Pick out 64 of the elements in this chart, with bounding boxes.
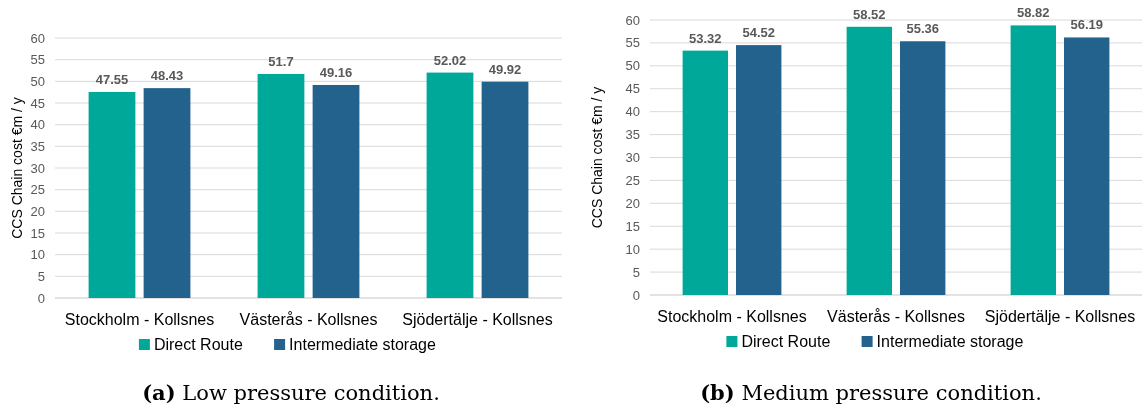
bar — [426, 72, 474, 298]
y-tick-label: 45 — [30, 95, 45, 111]
data-label: 58.82 — [1017, 5, 1050, 21]
y-tick-label: 35 — [625, 127, 640, 143]
y-tick-label: 30 — [625, 150, 640, 166]
x-tick-label: Västerås - Kollsnes — [827, 308, 965, 325]
y-tick-label: 10 — [30, 247, 45, 263]
y-tick-label: 45 — [625, 81, 640, 97]
y-tick-label: 5 — [632, 264, 640, 280]
text: (b) Medium pressure condition. — [700, 380, 1042, 405]
y-tick-label: 55 — [30, 52, 45, 68]
y-tick-label: 50 — [625, 58, 640, 74]
y-tick-label: 35 — [30, 138, 45, 154]
y-tick-label: 25 — [30, 182, 45, 198]
y-tick-label: 25 — [625, 172, 640, 188]
y-tick-label: 60 — [625, 12, 640, 28]
legend-label: Intermediate storage — [289, 336, 436, 353]
y-tick-label: 0 — [632, 287, 640, 303]
y-axis-title: CCS Chain cost €m / y — [589, 86, 605, 229]
y-tick-label: 55 — [625, 35, 640, 51]
data-label: 48.43 — [150, 68, 184, 84]
data-label: 51.7 — [268, 53, 294, 69]
bar — [143, 88, 191, 298]
data-label: 47.55 — [95, 71, 129, 87]
y-tick-label: 10 — [625, 241, 640, 257]
y-tick-label: 60 — [30, 30, 45, 46]
legend-label: Direct Route — [741, 333, 831, 350]
y-tick-label: 40 — [30, 117, 45, 133]
x-tick-label: Stockholm - Kollsnes — [657, 308, 807, 325]
bar — [846, 26, 892, 295]
legend-label: Direct Route — [153, 336, 243, 353]
bar — [682, 50, 728, 295]
y-tick-label: 5 — [37, 268, 45, 284]
data-label: 54.52 — [742, 25, 775, 41]
data-label: 49.16 — [319, 64, 353, 80]
legend-label: Intermediate storage — [876, 333, 1024, 350]
x-tick-label: Sjödertälje - Kollsnes — [402, 311, 553, 328]
bar — [88, 91, 136, 298]
bar — [1010, 25, 1056, 295]
data-label: 55.36 — [906, 21, 939, 37]
y-tick-label: 50 — [30, 73, 45, 89]
data-label: 53.32 — [689, 30, 722, 46]
x-tick-label: Västerås - Kollsnes — [239, 311, 378, 328]
x-tick-label: Stockholm - Kollsnes — [64, 311, 215, 328]
y-tick-label: 40 — [625, 104, 640, 120]
x-tick-label: Sjödertälje - Kollsnes — [984, 308, 1136, 325]
bar — [257, 73, 305, 298]
data-label: 58.52 — [853, 6, 886, 22]
text: (a) Low pressure condition. — [142, 380, 440, 405]
data-label: 49.92 — [488, 61, 522, 77]
y-tick-label: 20 — [30, 203, 45, 219]
y-tick-label: 15 — [30, 225, 45, 241]
y-tick-label: 20 — [625, 195, 640, 211]
y-tick-label: 0 — [37, 290, 45, 306]
bar — [481, 81, 529, 298]
y-axis-title: CCS Chain cost €m / y — [9, 97, 25, 239]
data-label: 52.02 — [433, 52, 467, 68]
y-tick-label: 30 — [30, 160, 45, 176]
bar — [736, 45, 782, 295]
y-tick-label: 15 — [625, 218, 640, 234]
data-label: 56.19 — [1070, 17, 1103, 33]
bar — [1064, 37, 1110, 295]
bar — [312, 84, 360, 298]
bar — [900, 41, 946, 295]
